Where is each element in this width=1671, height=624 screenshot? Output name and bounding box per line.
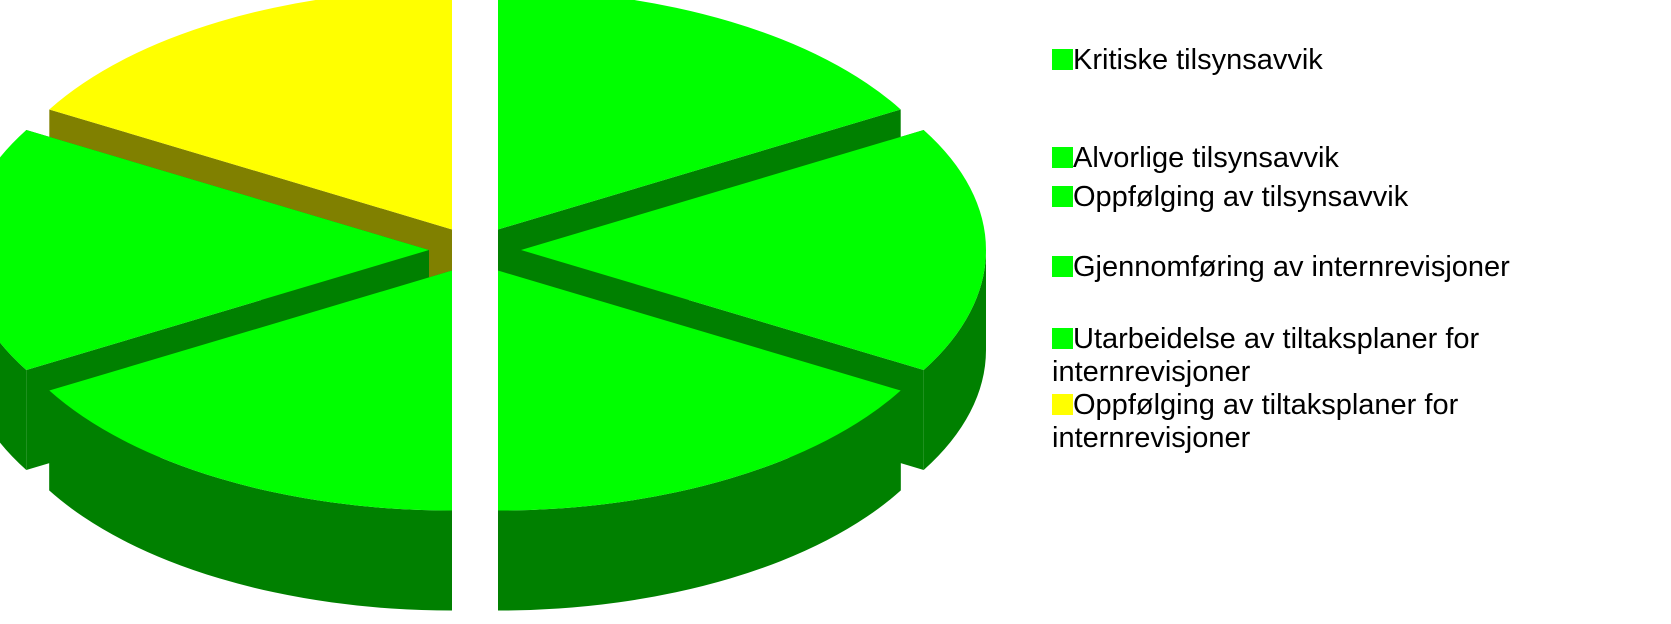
legend-label: Oppfølging av tiltaksplaner for internre…	[1052, 389, 1459, 454]
legend-item-alvorlige-tilsynsavvik: Alvorlige tilsynsavvik	[1052, 142, 1592, 175]
legend-swatch	[1052, 394, 1073, 415]
slice-outer-wall	[0, 342, 27, 470]
slice-outer-wall	[923, 250, 986, 470]
legend-label: Kritiske tilsynsavvik	[1073, 44, 1323, 76]
slice-top-face	[521, 130, 986, 370]
legend-item-oppfolging-tiltaksplaner: Oppfølging av tiltaksplaner for internre…	[1052, 389, 1592, 455]
legend-swatch	[1052, 256, 1073, 277]
slice-top-face	[498, 0, 901, 230]
legend-label: Alvorlige tilsynsavvik	[1073, 142, 1339, 174]
legend-swatch	[1052, 147, 1073, 168]
legend-swatch	[1052, 328, 1073, 349]
slice-top-face	[0, 130, 429, 370]
legend-item-kritiske-tilsynsavvik: Kritiske tilsynsavvik	[1052, 44, 1592, 77]
legend-label: Gjennomføring av internrevisjoner	[1073, 251, 1510, 283]
pie-chart	[0, 0, 986, 611]
legend: Kritiske tilsynsavvik Alvorlige tilsynsav…	[1052, 0, 1671, 624]
legend-swatch	[1052, 49, 1073, 70]
slice-outer-wall	[49, 390, 452, 611]
legend-label: Utarbeidelse av tiltaksplaner for intern…	[1052, 323, 1480, 388]
slice-outer-wall	[498, 390, 901, 611]
slice-top-face	[498, 270, 901, 511]
legend-item-utarbeidelse-tiltaksplaner: Utarbeidelse av tiltaksplaner for intern…	[1052, 323, 1592, 389]
legend-item-gjennomforing-internrevisjoner: Gjennomføring av internrevisjoner	[1052, 251, 1592, 284]
pie-slice-gjennomforing-internrevisjoner	[49, 270, 452, 611]
slice-top-face	[49, 0, 452, 230]
legend-label: Oppfølging av tilsynsavvik	[1073, 181, 1409, 213]
slice-top-face	[49, 270, 452, 511]
legend-item-oppfolging-tilsynsavvik: Oppfølging av tilsynsavvik	[1052, 181, 1592, 214]
legend-swatch	[1052, 186, 1073, 207]
pie-slice-oppfolging-tilsynsavvik	[498, 270, 901, 611]
